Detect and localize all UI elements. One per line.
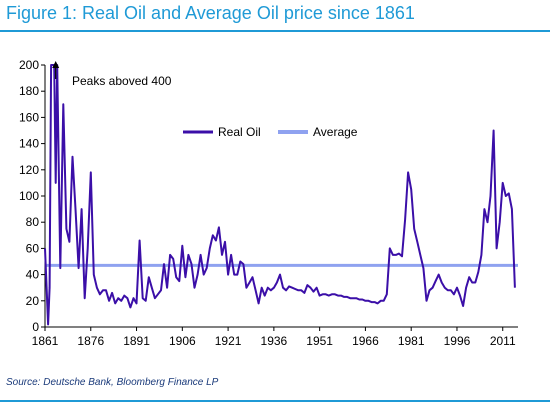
legend-label-average: Average: [313, 125, 358, 139]
x-tick-label: 2011: [490, 334, 516, 348]
chart-series: [44, 64, 518, 326]
x-tick-label: 1891: [123, 334, 150, 348]
x-tick-label: 1876: [77, 334, 104, 348]
x-tick-label: 1921: [215, 334, 242, 348]
y-tick-label: 200: [19, 58, 39, 72]
y-tick-label: 140: [19, 137, 39, 151]
y-tick-label: 160: [19, 110, 39, 124]
x-tick-label: 1981: [398, 334, 425, 348]
figure-title: Figure 1: Real Oil and Average Oil price…: [6, 3, 415, 23]
y-tick-label: 100: [19, 189, 39, 203]
x-tick-label: 1951: [306, 334, 333, 348]
x-tick-label: 1996: [444, 334, 471, 348]
x-tick-label: 1861: [32, 334, 59, 348]
y-tick-label: 60: [26, 241, 40, 255]
chart-annotation: Peaks aboved 400: [52, 61, 172, 88]
y-tick-label: 0: [32, 320, 39, 334]
annotation-arrow-head: [52, 61, 60, 68]
x-tick-label: 1966: [352, 334, 379, 348]
y-tick-label: 20: [26, 294, 40, 308]
source-note: Source: Deutsche Bank, Bloomberg Finance…: [6, 377, 219, 388]
y-tick-label: 80: [26, 215, 40, 229]
y-tick-label: 180: [19, 84, 39, 98]
chart-legend: Real Oil Average: [183, 125, 358, 139]
legend-label-real-oil: Real Oil: [218, 125, 261, 139]
title-rule: [0, 30, 550, 32]
bottom-rule: [0, 400, 550, 402]
x-tick-label: 1906: [169, 334, 196, 348]
annotation-text: Peaks aboved 400: [72, 74, 172, 88]
oil-price-chart: 0 20 40 60 80 100 120 140 160 180 200 1861 1876 1891 1…: [19, 58, 518, 348]
x-tick-label: 1936: [261, 334, 288, 348]
chart-axes: 0 20 40 60 80 100 120 140 160 180 200 1861 1876 1891 1…: [19, 58, 518, 348]
series-real-oil-line: [44, 64, 516, 326]
y-tick-label: 120: [19, 163, 39, 177]
y-tick-label: 40: [26, 268, 40, 282]
